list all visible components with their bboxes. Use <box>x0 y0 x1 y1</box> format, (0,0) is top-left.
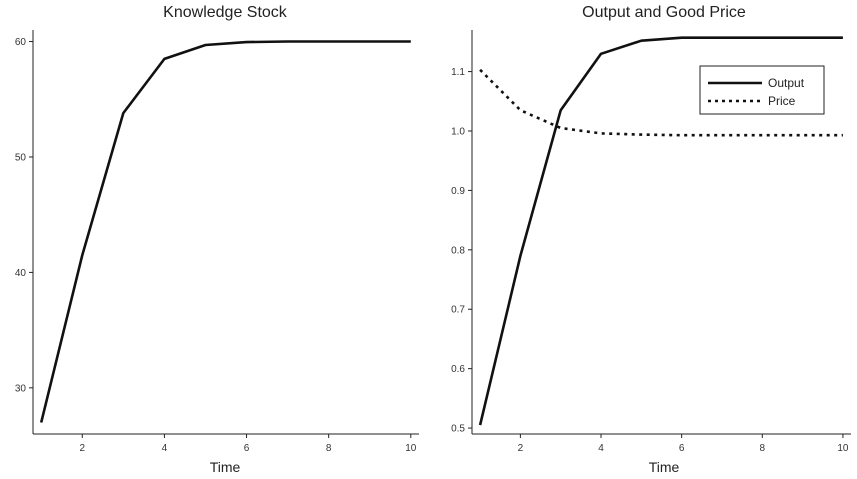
x-tick-label: 10 <box>405 443 417 454</box>
knowledge-stock-panel: Knowledge Stock Time 2 4 6 8 10 30 40 50 60 <box>15 4 419 475</box>
series-line-series-1 <box>39 40 411 423</box>
y-tick-label: 0.8 <box>451 245 465 256</box>
x-tick-label: 8 <box>326 443 332 454</box>
y-tick-label: 0.9 <box>451 186 465 197</box>
y-tick-label: 30 <box>15 383 27 394</box>
x-tick-label: 6 <box>244 443 250 454</box>
x-tick-label: 8 <box>760 443 766 454</box>
x-tick-label: 6 <box>679 443 685 454</box>
y-tick-label: 60 <box>15 37 27 48</box>
chart-title: Output and Good Price <box>582 4 746 21</box>
x-tick-label: 4 <box>598 443 604 454</box>
legend: Output Price <box>699 65 825 115</box>
legend-box <box>699 65 825 115</box>
y-tick-label: 40 <box>15 268 27 279</box>
series-line-price <box>479 68 843 137</box>
legend-label-price: Price <box>768 94 796 108</box>
y-tick-label: 0.5 <box>451 424 465 435</box>
x-tick-label: 10 <box>837 443 849 454</box>
x-tick-label: 4 <box>162 443 168 454</box>
output-and-good-price-panel: Output and Good Price Time Output Price … <box>451 4 851 475</box>
x-axis-label: Time <box>210 459 241 475</box>
legend-label-output: Output <box>768 76 805 90</box>
x-tick-label: 2 <box>518 443 524 454</box>
chart-title: Knowledge Stock <box>163 4 288 21</box>
y-tick-label: 50 <box>15 152 27 163</box>
series-line-output <box>478 36 843 426</box>
y-tick-label: 0.6 <box>451 364 465 375</box>
x-tick-label: 2 <box>79 443 85 454</box>
y-tick-label: 0.7 <box>451 305 465 316</box>
y-tick-label: 1.0 <box>451 127 465 138</box>
y-tick-label: 1.1 <box>451 67 465 78</box>
x-axis-label: Time <box>649 459 680 475</box>
